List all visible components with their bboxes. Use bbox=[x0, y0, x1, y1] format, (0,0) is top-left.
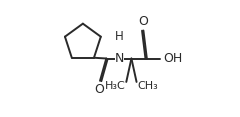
Text: O: O bbox=[138, 15, 148, 28]
Text: OH: OH bbox=[163, 52, 182, 65]
Text: O: O bbox=[94, 83, 104, 96]
Text: H: H bbox=[115, 30, 124, 43]
Text: H₃C: H₃C bbox=[105, 81, 126, 91]
Text: CH₃: CH₃ bbox=[138, 81, 158, 91]
Text: N: N bbox=[115, 52, 124, 65]
